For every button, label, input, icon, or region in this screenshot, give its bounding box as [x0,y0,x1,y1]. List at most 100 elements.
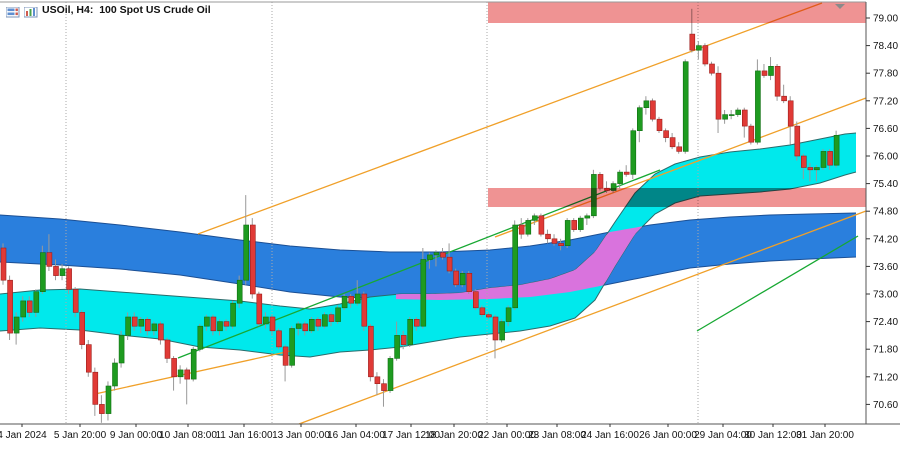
candle-bull [459,272,466,286]
candle-bear [545,233,551,240]
scroll-position-marker[interactable] [835,4,845,9]
candle-bear [79,312,85,345]
resistance-zone-lower[interactable] [488,188,866,207]
candle-bear [164,339,171,359]
candle-bear [131,316,138,327]
candle-bull [20,300,27,318]
time-tick-label: 30 Jan 12:00 [744,430,802,441]
candle-bear [709,63,715,74]
candle-bull [322,314,328,327]
candle-bear [453,270,459,286]
candle-bull [636,107,643,131]
candle-bear [472,291,479,309]
candle-bull [577,217,584,230]
candle-bear [158,323,164,341]
candle-bull [833,135,840,166]
time-tick-label: 16 Jan 04:00 [327,430,385,441]
candle-bear [210,316,217,332]
candle-bear [250,224,256,295]
ribbon-overlap-cloud [396,226,642,300]
price-tick-label: 76.00 [873,152,898,163]
price-tick-label: 74.80 [873,207,898,218]
price-axis[interactable]: 79.00 78.40 77.80 77.20 76.60 76.00 75.40 74.80… [866,14,898,411]
chart-description: 100 Spot US Crude Oil [99,4,211,16]
time-tick-label: 26 Jan 00:00 [639,430,697,441]
candle-bear [794,125,801,157]
candle-bull [427,254,433,260]
time-tick-label: 23 Jan 08:00 [528,430,586,441]
channel-lower[interactable] [298,210,867,425]
candle-bear [689,33,696,51]
candle-bear [761,70,768,76]
chart-type-icon[interactable] [23,5,38,17]
candle-bull [505,307,512,322]
candles-layer [0,8,840,423]
candle-bull [40,252,46,293]
time-tick-label: 9 Jan 00:00 [110,430,163,441]
trend-line-right[interactable] [696,235,859,332]
candle-bear [0,247,7,281]
candle-bear [269,316,276,332]
candle-bull [243,224,249,281]
candle-bear [518,224,525,235]
channel-upper[interactable] [197,2,823,235]
candle-bull [197,325,204,350]
candle-bull [755,70,761,143]
candle-bear [702,45,709,65]
candle-bear [787,100,794,127]
candle-bear [99,404,105,414]
time-tick-label: 13 Jan 00:00 [272,430,330,441]
resistance-zone-upper[interactable] [488,2,866,23]
price-tick-label: 79.00 [873,14,898,25]
candle-bear [669,137,676,148]
price-tick-label: 77.80 [873,69,898,80]
candle-bear [315,318,322,327]
price-tick-label: 78.40 [873,41,898,52]
candle-bull [263,316,269,325]
candle-bull [525,220,532,235]
price-tick-label: 71.20 [873,372,898,383]
candle-bull [204,316,210,327]
candle-bear [184,369,190,380]
chart-symbol-timeframe: USOil, H4: [42,4,94,16]
candle-bull [630,130,637,175]
candle-bear [741,109,748,127]
time-tick-label: 10 Jan 08:00 [159,430,217,441]
candle-bull [341,295,348,309]
candle-bear [145,318,151,332]
candle-bear [46,252,53,267]
price-tick-label: 70.60 [873,400,898,411]
time-tick-label: 5 Jan 20:00 [54,430,107,441]
candle-bear [348,295,355,304]
candle-bear [223,321,230,327]
candle-bull [564,220,571,246]
candle-bull [682,61,689,152]
candle-bull [151,323,158,332]
candle-bear [774,66,781,97]
candle-bull [696,45,702,51]
candle-bull [217,321,223,332]
candle-bear [486,314,492,318]
candle-bear [374,376,381,384]
candle-bull [820,151,827,168]
candle-bull [118,335,125,364]
candle-bear [72,289,79,313]
symbol-list-icon[interactable] [5,5,20,17]
candle-bull [643,100,650,109]
candle-bull [190,348,197,380]
candle-bull [420,259,427,327]
candle-bull [584,215,591,219]
candle-bear [66,268,72,290]
candle-bear [551,238,558,244]
candle-bull [617,171,623,184]
channel-middle[interactable] [494,97,867,238]
candle-bull [335,307,341,322]
price-tick-label: 75.40 [873,179,898,190]
candle-bull [33,291,40,313]
candle-bull [532,215,538,221]
candle-bear [781,95,787,102]
candle-bull [289,328,295,366]
